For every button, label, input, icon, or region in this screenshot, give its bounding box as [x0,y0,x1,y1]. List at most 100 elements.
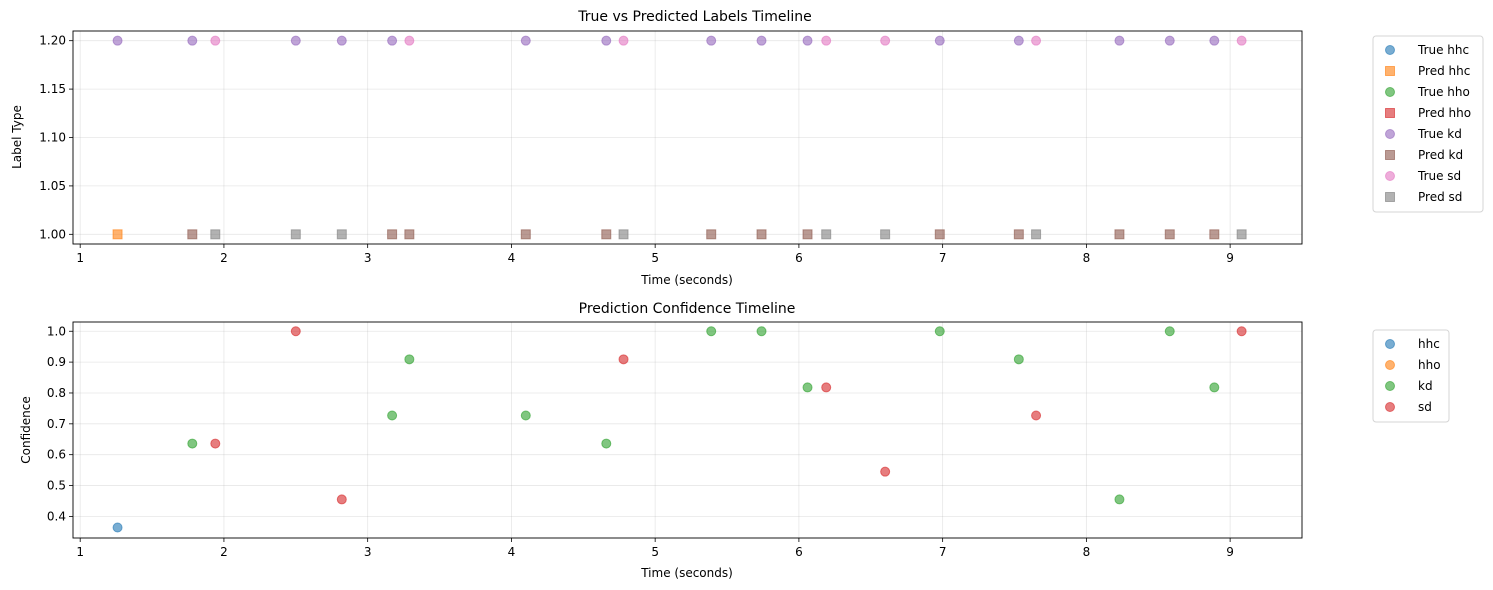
point-pred-kd [1114,229,1125,240]
x-tick-label: 8 [1083,545,1091,559]
point-sd [1031,410,1042,421]
labels-timeline-y-label: Label Type [10,105,24,169]
legend-label-kd: kd [1418,379,1433,393]
point-pred-kd [387,229,398,240]
confidence-timeline-y-ticks: 0.4 0.5 0.6 0.7 0.8 0.9 1.0 [47,324,73,523]
point-true-kd [934,35,945,46]
point-true-sd [210,35,221,46]
point-true-kd [1164,35,1175,46]
point-true-kd [387,35,398,46]
x-tick-label: 6 [795,545,803,559]
point-true-kd [1114,35,1125,46]
point-kd [1209,382,1220,393]
point-true-kd [1013,35,1024,46]
point-true-kd [802,35,813,46]
legend-label-true-kd: True kd [1417,127,1462,141]
legend-marker-true-hho [1385,87,1395,97]
point-sd [290,326,301,337]
x-tick-label: 3 [364,251,372,265]
labels-timeline-x-label: Time (seconds) [640,273,733,287]
point-pred-hhc [112,229,123,240]
legend-marker-hho [1385,360,1395,370]
confidence-timeline-x-ticks: 1 2 3 4 5 6 7 8 9 [76,538,1234,559]
point-true-sd [618,35,629,46]
legend-marker-sd [1385,402,1395,412]
x-tick-label: 2 [220,251,228,265]
legend-label-true-hhc: True hhc [1417,43,1469,57]
point-pred-kd [520,229,531,240]
point-kd [404,354,415,365]
point-true-sd [404,35,415,46]
legend-frame [1372,329,1450,423]
point-sd [821,382,832,393]
x-tick-label: 1 [76,545,84,559]
x-tick-label: 1 [76,251,84,265]
point-pred-sd [210,229,221,240]
point-pred-kd [601,229,612,240]
point-pred-sd [1236,229,1247,240]
point-true-sd [1031,35,1042,46]
legend-marker-hhc [1385,339,1395,349]
point-kd [387,410,398,421]
labels-timeline-chart: True vs Predicted Labels Timeline 1 2 3 4 5 6… [10,9,1484,287]
point-pred-kd [404,229,415,240]
point-pred-kd [756,229,767,240]
labels-timeline-y-ticks: 1.00 1.05 1.10 1.15 1.20 [39,34,73,241]
legend-label-hho: hho [1418,358,1441,372]
labels-timeline-grid [73,31,1302,244]
labels-timeline-title: True vs Predicted Labels Timeline [577,9,811,25]
point-true-kd [290,35,301,46]
confidence-timeline-grid [73,322,1302,538]
point-true-kd [520,35,531,46]
legend-label-pred-hho: Pred hho [1418,106,1471,120]
legend-marker-pred-hho [1385,108,1395,118]
x-tick-label: 3 [364,545,372,559]
point-pred-sd [880,229,891,240]
point-kd [187,438,198,449]
point-pred-kd [1209,229,1220,240]
point-true-kd [187,35,198,46]
point-true-kd [601,35,612,46]
point-sd [618,354,629,365]
point-pred-sd [618,229,629,240]
confidence-timeline-title: Prediction Confidence Timeline [579,301,796,317]
point-pred-kd [802,229,813,240]
point-pred-kd [934,229,945,240]
x-tick-label: 9 [1226,545,1234,559]
labels-timeline-axes-frame [72,30,1303,245]
point-true-sd [1236,35,1247,46]
point-true-kd [706,35,717,46]
confidence-timeline-y-label: Confidence [19,396,33,463]
point-true-sd [821,35,832,46]
point-true-kd [756,35,767,46]
legend-marker-true-hhc [1385,45,1395,55]
labels-timeline-points [112,35,1247,240]
y-tick-label: 1.10 [39,131,66,145]
point-sd [1236,326,1247,337]
legend-marker-true-kd [1385,129,1395,139]
point-kd [1164,326,1175,337]
y-tick-label: 0.6 [47,448,66,462]
point-kd [520,410,531,421]
legend-label-pred-sd: Pred sd [1418,190,1462,204]
point-hhc [112,522,123,533]
point-pred-kd [1013,229,1024,240]
x-tick-label: 7 [939,545,947,559]
y-tick-label: 1.20 [39,34,66,48]
point-pred-sd [1031,229,1042,240]
legend-marker-pred-sd [1385,192,1395,202]
point-kd [706,326,717,337]
point-true-kd [1209,35,1220,46]
point-pred-kd [706,229,717,240]
y-tick-label: 1.00 [39,227,66,241]
point-sd [210,438,221,449]
confidence-timeline-legend: hhc hho kd sd [1372,329,1450,423]
point-pred-sd [290,229,301,240]
point-true-sd [880,35,891,46]
x-tick-label: 8 [1083,251,1091,265]
y-tick-label: 1.0 [47,324,66,338]
legend-label-true-hho: True hho [1417,85,1470,99]
x-tick-label: 7 [939,251,947,265]
y-tick-label: 1.15 [39,82,66,96]
